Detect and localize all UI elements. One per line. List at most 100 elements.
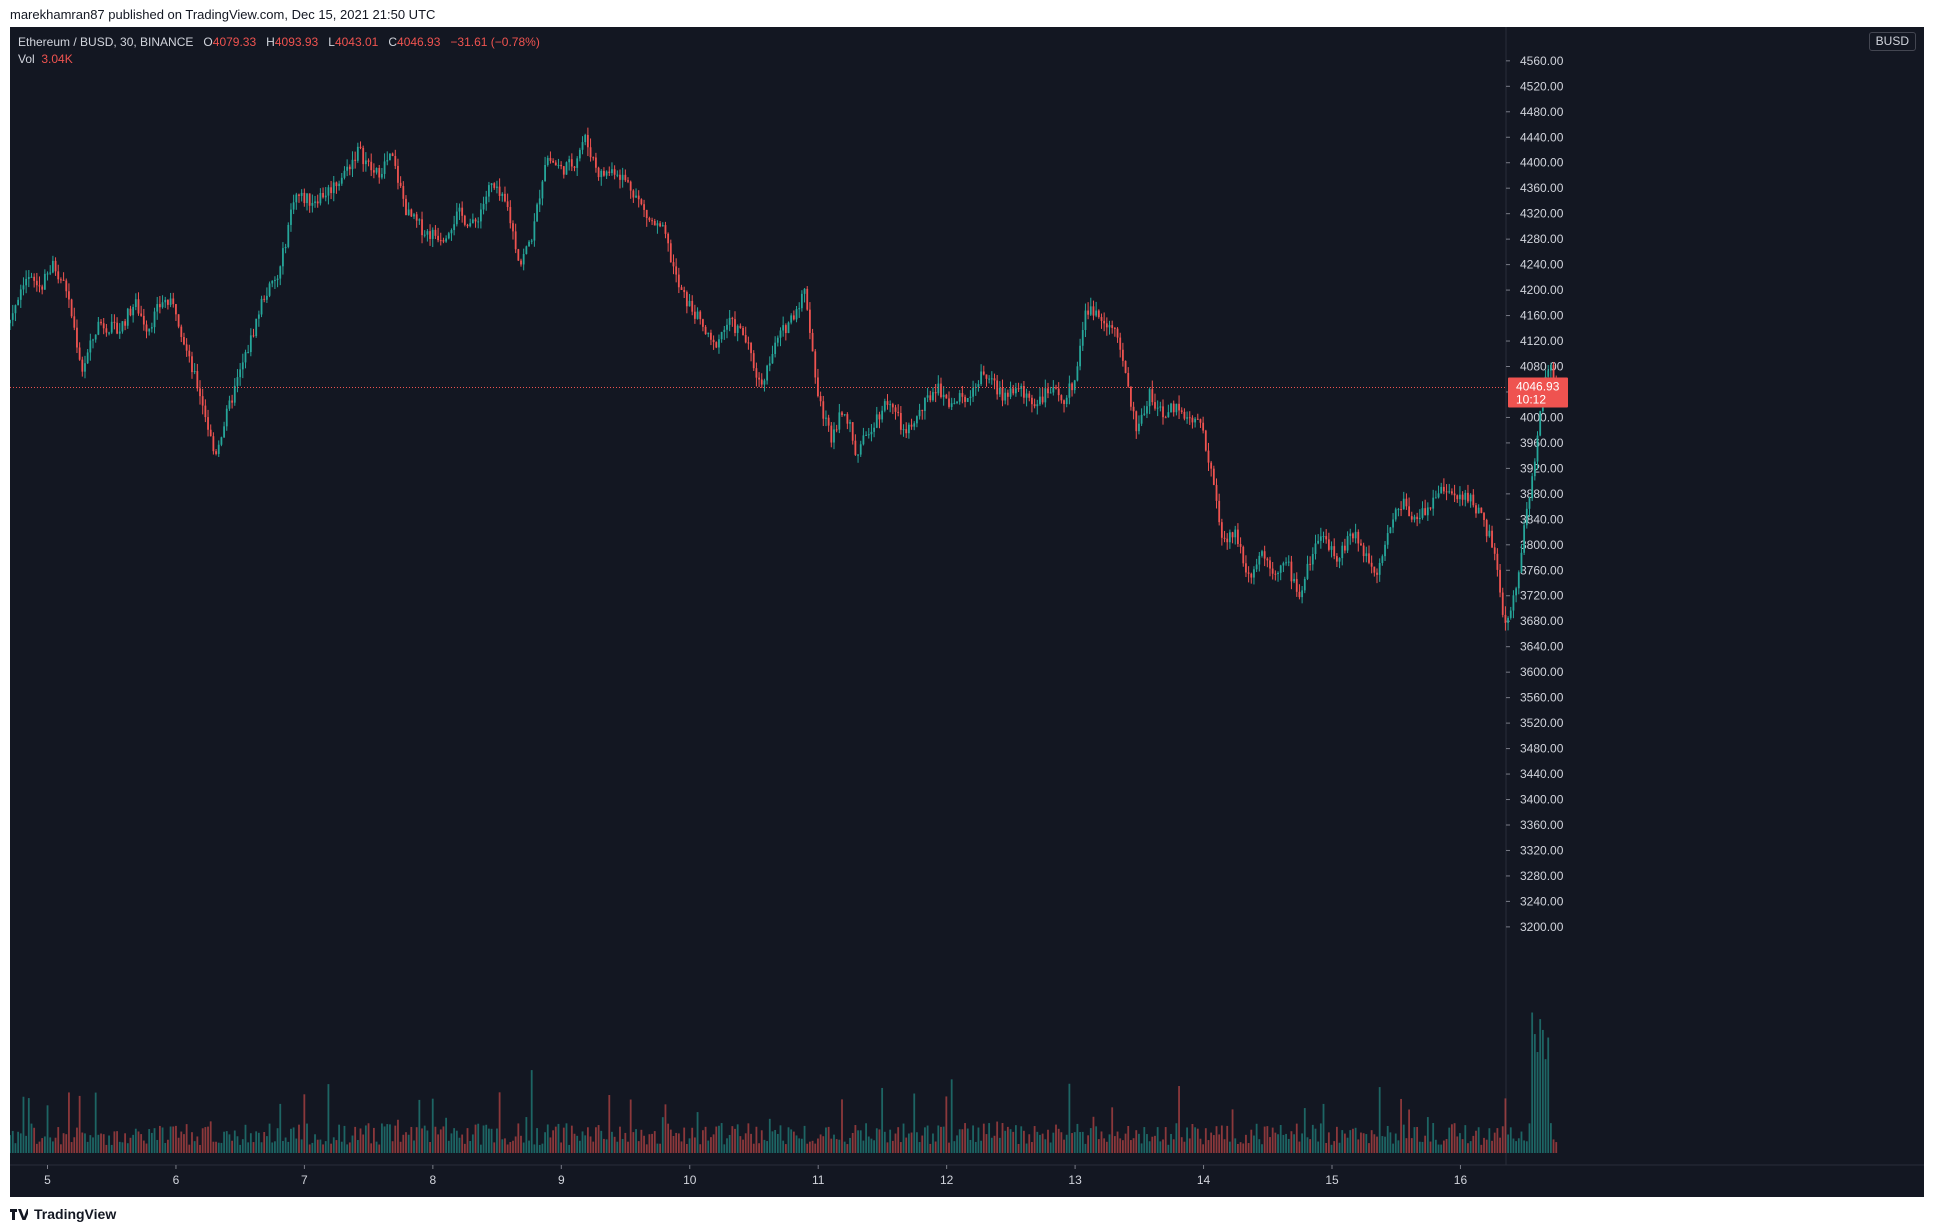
volume-bar: [65, 1134, 68, 1153]
volume-label[interactable]: Vol: [18, 52, 35, 66]
symbol-name[interactable]: Ethereum / BUSD, 30, BINANCE: [18, 35, 194, 49]
volume-bar: [693, 1137, 696, 1153]
candle-body: [712, 339, 715, 343]
candle-body: [30, 276, 33, 278]
volume-bar: [972, 1125, 974, 1153]
volume-bar: [1191, 1123, 1194, 1153]
chart-frame[interactable]: 3200.00 3240.00 3280.00 3320.00 3360.00 3400.…: [10, 27, 1924, 1197]
volume-bar: [1116, 1131, 1119, 1153]
candle-body: [1121, 349, 1124, 361]
candle-body: [121, 321, 124, 332]
volume-bar: [1215, 1126, 1218, 1153]
volume-bar: [188, 1144, 191, 1153]
candle-body: [241, 362, 244, 370]
volume-bar: [118, 1141, 121, 1153]
candle-body: [1089, 306, 1092, 315]
volume-bar: [1440, 1144, 1443, 1153]
volume-bar: [1405, 1138, 1408, 1153]
candle-body: [1413, 516, 1416, 520]
candle-body: [1392, 519, 1394, 528]
candle-body: [1119, 337, 1122, 350]
volume-bar: [640, 1129, 643, 1153]
volume-bar: [982, 1123, 985, 1153]
candle-body: [956, 401, 958, 403]
volume-bar: [244, 1124, 247, 1153]
candle-body: [530, 240, 533, 242]
candle-body: [199, 388, 201, 397]
candle-body: [1113, 327, 1116, 329]
volume-bar: [627, 1141, 629, 1153]
candle-body: [926, 395, 929, 398]
candle-body: [1349, 533, 1352, 537]
volume-bar: [1218, 1134, 1221, 1153]
volume-bar: [241, 1139, 244, 1153]
volume-bar: [89, 1135, 92, 1153]
volume-bar: [1306, 1137, 1309, 1153]
candle-body: [1381, 556, 1384, 563]
volume-bar: [110, 1144, 113, 1153]
candle-body: [1239, 543, 1242, 547]
candle-body: [231, 400, 234, 403]
volume-bar: [1344, 1133, 1346, 1153]
volume-bar: [300, 1139, 303, 1153]
candle-body: [1303, 578, 1306, 591]
candle-body: [1202, 422, 1205, 431]
volume-bar: [557, 1123, 560, 1153]
candle-body: [212, 436, 215, 452]
y-tick-label: 3440.00: [1520, 767, 1564, 781]
volume-bar: [675, 1132, 678, 1153]
volume-bar: [1047, 1129, 1049, 1153]
volume-bar: [942, 1126, 945, 1153]
candle-body: [477, 221, 480, 223]
candle-body: [418, 219, 421, 221]
candle-body: [696, 311, 699, 319]
candle-body: [827, 417, 830, 426]
volume-bar: [800, 1138, 803, 1153]
volume-bar: [501, 1139, 504, 1153]
candle-body: [1333, 546, 1336, 557]
candle-body: [161, 302, 164, 308]
candle-body: [306, 193, 308, 204]
volume-bar: [239, 1144, 242, 1153]
candle-body: [1052, 387, 1055, 393]
candle-body: [1012, 388, 1015, 394]
candle-body: [1442, 486, 1445, 492]
volume-bar: [528, 1140, 530, 1153]
volume-bar: [150, 1132, 153, 1153]
candle-body: [653, 220, 656, 226]
volume-bar: [774, 1129, 777, 1153]
volume-bar: [116, 1131, 118, 1153]
candle-body: [1095, 310, 1098, 316]
volume-bar: [1255, 1123, 1258, 1153]
volume-bar: [496, 1128, 498, 1153]
candle-body: [744, 335, 747, 343]
candle-body: [1228, 532, 1231, 543]
low-label: L: [328, 35, 335, 49]
candle-body: [126, 308, 129, 326]
volume-bar: [477, 1123, 480, 1153]
candle-body: [474, 219, 477, 222]
y-tick-label: 3480.00: [1520, 742, 1564, 756]
candle-body: [223, 426, 225, 438]
volume-bar: [980, 1140, 983, 1153]
candle-body: [1549, 364, 1552, 371]
volume-line: Vol 3.04K: [18, 51, 540, 68]
tradingview-logo[interactable]: TradingView: [10, 1206, 116, 1222]
volume-bar: [1341, 1130, 1344, 1153]
volume-bar: [1432, 1123, 1435, 1153]
volume-bar: [43, 1136, 46, 1153]
volume-bar: [1151, 1136, 1154, 1153]
volume-bar: [338, 1124, 341, 1153]
candlestick-chart[interactable]: 3200.00 3240.00 3280.00 3320.00 3360.00 3400.…: [10, 27, 1924, 1197]
candle-body: [1154, 402, 1156, 409]
tradingview-logo-text: TradingView: [34, 1206, 117, 1222]
candle-body: [1180, 410, 1183, 412]
candle-body: [322, 192, 324, 198]
volume-bar: [255, 1131, 258, 1153]
currency-badge[interactable]: BUSD: [1868, 32, 1916, 51]
candle-body: [1426, 507, 1429, 516]
volume-bar: [81, 1132, 84, 1153]
candle-body: [1467, 492, 1469, 502]
y-tick-label: 3400.00: [1520, 793, 1564, 807]
candle-body: [819, 396, 822, 402]
